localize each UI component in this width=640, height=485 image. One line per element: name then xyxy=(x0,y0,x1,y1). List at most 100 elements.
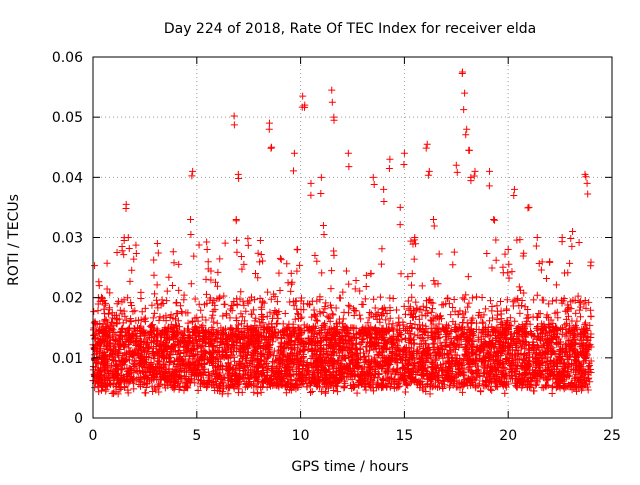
data-point xyxy=(307,389,314,396)
data-point xyxy=(233,249,240,256)
data-point xyxy=(345,302,352,309)
data-point xyxy=(165,274,172,281)
data-point xyxy=(151,290,158,297)
data-point xyxy=(357,315,364,322)
data-point xyxy=(101,310,108,317)
data-point xyxy=(465,273,472,280)
data-point xyxy=(197,307,204,314)
data-point xyxy=(222,240,229,247)
data-point xyxy=(534,292,541,299)
data-point xyxy=(485,333,492,340)
data-point xyxy=(190,253,197,260)
data-point xyxy=(244,235,251,242)
data-point xyxy=(294,246,301,253)
data-point xyxy=(408,282,415,289)
data-point xyxy=(519,297,526,304)
data-point xyxy=(585,299,592,306)
data-point xyxy=(320,309,327,316)
data-point xyxy=(327,285,334,292)
data-point xyxy=(549,390,556,397)
data-point xyxy=(451,249,458,256)
data-point xyxy=(508,268,515,275)
data-point xyxy=(378,245,385,252)
data-point xyxy=(408,294,415,301)
data-point xyxy=(150,272,157,279)
data-point xyxy=(587,307,594,314)
data-point xyxy=(430,277,437,284)
data-point xyxy=(90,308,97,315)
data-point xyxy=(404,273,411,280)
data-point xyxy=(210,319,217,326)
data-point xyxy=(192,296,199,303)
data-point xyxy=(278,256,285,263)
data-point xyxy=(313,317,320,324)
data-point xyxy=(370,296,377,303)
data-point xyxy=(354,390,361,397)
data-point xyxy=(345,281,352,288)
data-point xyxy=(587,259,594,266)
data-point xyxy=(411,256,418,263)
data-point xyxy=(501,390,508,397)
data-point xyxy=(567,235,574,242)
data-point xyxy=(237,288,244,295)
data-point xyxy=(497,298,504,305)
data-point xyxy=(132,242,139,249)
data-point xyxy=(170,248,177,255)
data-point xyxy=(289,279,296,286)
data-point xyxy=(154,281,161,288)
data-point xyxy=(114,249,121,256)
data-point xyxy=(564,269,571,276)
data-point xyxy=(238,266,245,273)
data-point xyxy=(142,305,149,312)
data-point xyxy=(233,237,240,244)
data-point xyxy=(286,299,293,306)
data-point xyxy=(582,297,589,304)
data-point xyxy=(258,389,265,396)
data-point xyxy=(164,288,171,295)
data-point xyxy=(511,318,518,325)
data-point xyxy=(196,242,203,249)
data-point xyxy=(276,287,283,294)
data-point xyxy=(513,237,520,244)
data-point xyxy=(150,257,157,264)
data-point xyxy=(398,270,405,277)
data-point xyxy=(188,280,195,287)
data-point xyxy=(240,261,247,268)
data-point xyxy=(339,289,346,296)
data-point xyxy=(538,267,545,274)
data-point xyxy=(412,299,419,306)
data-point xyxy=(159,296,166,303)
data-point xyxy=(336,294,343,301)
data-point xyxy=(503,306,510,313)
data-point xyxy=(318,269,325,276)
data-point xyxy=(264,289,271,296)
data-point xyxy=(386,295,393,302)
data-point xyxy=(435,280,442,287)
data-point xyxy=(203,291,210,298)
data-point xyxy=(429,305,436,312)
data-points xyxy=(90,69,595,398)
data-point xyxy=(139,308,146,315)
data-point xyxy=(269,358,276,365)
data-point xyxy=(566,260,573,267)
data-point xyxy=(436,251,443,258)
data-point xyxy=(409,270,416,277)
data-point xyxy=(479,319,486,326)
data-point xyxy=(137,295,144,302)
data-point xyxy=(313,298,320,305)
chart-title: Day 224 of 2018, Rate Of TEC Index for r… xyxy=(164,21,536,37)
data-point xyxy=(461,296,468,303)
data-point xyxy=(151,310,158,317)
data-point xyxy=(91,262,98,269)
data-point xyxy=(311,252,318,259)
data-point xyxy=(202,276,209,283)
data-point xyxy=(530,296,537,303)
data-point xyxy=(277,255,284,262)
data-point xyxy=(366,309,373,316)
data-point xyxy=(288,281,295,288)
data-point xyxy=(368,270,375,277)
data-point xyxy=(482,305,489,312)
data-point xyxy=(100,306,107,313)
data-point xyxy=(275,270,282,277)
